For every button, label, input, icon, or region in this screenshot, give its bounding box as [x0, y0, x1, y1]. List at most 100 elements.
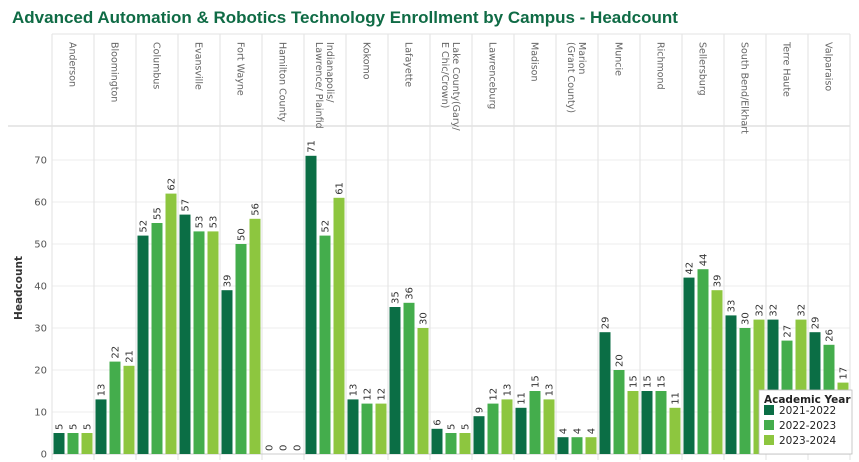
data-label: 13 — [349, 384, 360, 397]
y-tick-label: 20 — [34, 366, 47, 377]
campus-header-label: Indianapolis/Lawrence/ Plainfid — [313, 42, 335, 129]
data-label: 15 — [629, 375, 640, 388]
bar — [459, 433, 471, 454]
legend-swatch — [764, 435, 774, 445]
campus-header-label: Hamilton County — [277, 42, 288, 122]
bar — [515, 407, 527, 454]
data-label: 36 — [405, 287, 416, 300]
bar — [613, 370, 625, 454]
svg-text:(Grant County): (Grant County) — [565, 42, 576, 113]
svg-text:Kokomo: Kokomo — [361, 42, 372, 80]
bar — [207, 231, 219, 454]
bar — [389, 307, 401, 454]
campus-header-label: Muncie — [613, 42, 624, 76]
data-label: 5 — [447, 424, 458, 430]
bar — [697, 269, 709, 454]
campus-header-label: Lawrenceburg — [487, 42, 498, 109]
bar — [599, 332, 611, 454]
campus-header-label: Anderson — [67, 42, 78, 87]
bar — [627, 391, 639, 454]
legend-box — [758, 389, 853, 455]
campus-header-label: Lake County(Gary/E Chic/Crown) — [439, 42, 461, 131]
data-label: 0 — [293, 445, 304, 451]
campus-header-label: South Bend/Elkhart — [739, 42, 750, 134]
svg-text:Marion: Marion — [576, 42, 587, 74]
data-label: 50 — [237, 228, 248, 241]
bar — [319, 235, 331, 454]
bar — [53, 433, 65, 454]
svg-text:Terre Haute: Terre Haute — [781, 41, 792, 97]
bar — [333, 197, 345, 455]
data-label: 12 — [377, 388, 388, 401]
data-label: 29 — [811, 316, 822, 329]
data-label: 22 — [111, 346, 122, 359]
data-label: 26 — [825, 329, 836, 342]
svg-text:Fort Wayne: Fort Wayne — [235, 42, 246, 96]
bar — [431, 428, 443, 454]
campus-header-label: Terre Haute — [781, 41, 792, 97]
y-tick-label: 60 — [34, 198, 47, 209]
svg-text:Lawrenceburg: Lawrenceburg — [487, 42, 498, 109]
bar — [795, 319, 807, 454]
svg-text:Hamilton County: Hamilton County — [277, 42, 288, 122]
data-label: 53 — [195, 216, 206, 229]
data-label: 5 — [83, 424, 94, 430]
svg-text:Madison: Madison — [529, 42, 540, 81]
y-tick-label: 10 — [34, 408, 47, 419]
bar — [487, 403, 499, 454]
data-label: 30 — [741, 312, 752, 325]
data-label: 57 — [181, 199, 192, 212]
data-label: 42 — [685, 262, 696, 275]
data-label: 11 — [517, 392, 528, 405]
data-label: 5 — [69, 424, 80, 430]
data-label: 62 — [167, 178, 178, 191]
data-label: 12 — [363, 388, 374, 401]
bar — [193, 231, 205, 454]
data-label: 13 — [503, 384, 514, 397]
data-label: 52 — [139, 220, 150, 233]
data-label: 13 — [545, 384, 556, 397]
data-label: 39 — [713, 274, 724, 287]
bar — [417, 328, 429, 454]
svg-text:Lawrence/ Plainfid: Lawrence/ Plainfid — [313, 42, 324, 129]
data-label: 12 — [489, 388, 500, 401]
bar — [137, 235, 149, 454]
bar — [683, 277, 695, 454]
campus-header-label: Madison — [529, 42, 540, 81]
svg-text:Muncie: Muncie — [613, 42, 624, 76]
data-label: 55 — [153, 207, 164, 220]
data-label: 39 — [223, 274, 234, 287]
svg-text:Indianapolis/: Indianapolis/ — [324, 42, 335, 103]
bar — [529, 391, 541, 454]
bar — [753, 319, 765, 454]
bar — [725, 315, 737, 454]
campus-header-label: Bloomington — [109, 42, 120, 102]
campus-header-label: Lafayette — [403, 42, 414, 87]
bar — [501, 399, 513, 454]
data-label: 44 — [699, 253, 710, 266]
y-tick-label: 50 — [34, 240, 47, 251]
y-tick-label: 30 — [34, 324, 47, 335]
data-label: 32 — [755, 304, 766, 317]
bar — [95, 399, 107, 454]
data-label: 61 — [335, 182, 346, 195]
data-label: 13 — [97, 384, 108, 397]
y-tick-label: 40 — [34, 282, 47, 293]
bar — [151, 223, 163, 454]
data-label: 30 — [419, 312, 430, 325]
bar — [585, 437, 597, 454]
data-label: 52 — [321, 220, 332, 233]
y-tick-label: 0 — [41, 450, 47, 461]
data-label: 6 — [433, 419, 444, 425]
bar — [361, 403, 373, 454]
legend: Academic Year 2021-2022 2022-2023 2023-202… — [758, 389, 853, 455]
campus-header-label: Kokomo — [361, 42, 372, 80]
data-label: 15 — [643, 375, 654, 388]
bar — [473, 416, 485, 454]
y-tick-label: 70 — [34, 156, 47, 167]
legend-title: Academic Year — [764, 394, 851, 406]
y-axis-label: Headcount — [13, 256, 25, 320]
bar — [739, 328, 751, 454]
bar — [711, 290, 723, 454]
